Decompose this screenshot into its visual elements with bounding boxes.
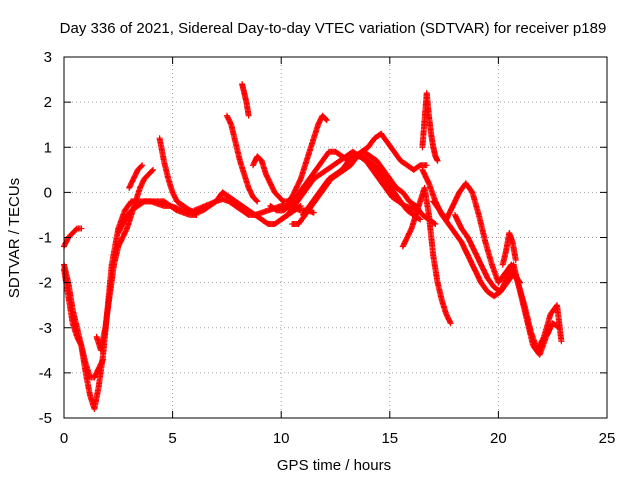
series-track-15 (299, 153, 424, 223)
series-track-16 (378, 130, 430, 173)
series-track-7 (156, 135, 200, 218)
y-tick-label: -5 (39, 410, 52, 427)
y-tick-label: 0 (44, 184, 52, 201)
series-markers (299, 153, 424, 223)
series-track-9 (223, 112, 261, 205)
axis-ticks: 0 5 10 15 20 25 -5 -4 -3 -2 -1 0 1 2 3 (39, 49, 616, 447)
y-tick-label: -1 (39, 230, 52, 247)
y-tick-label: -4 (39, 365, 52, 382)
y-tick-label: 2 (44, 94, 52, 111)
series-markers (126, 162, 146, 191)
y-tick-label: -2 (39, 275, 52, 292)
x-tick-label: 20 (490, 430, 507, 447)
series-markers (399, 184, 454, 327)
series-track-18 (399, 184, 454, 327)
series-markers (156, 135, 200, 218)
series-markers (419, 90, 441, 164)
x-tick-label: 0 (60, 430, 68, 447)
series-track-10 (239, 81, 252, 119)
x-axis-label: GPS time / hours (277, 457, 391, 474)
series-markers (499, 230, 519, 268)
series-track-17 (419, 90, 441, 164)
series-markers (239, 81, 252, 119)
series-track-6 (126, 162, 146, 191)
series-track-11 (250, 112, 330, 205)
y-tick-label: 3 (44, 49, 52, 66)
x-tick-label: 5 (168, 430, 176, 447)
x-tick-label: 15 (381, 430, 398, 447)
series-markers (223, 112, 261, 205)
series-markers (250, 112, 330, 205)
chart-title: Day 336 of 2021, Sidereal Day-to-day VTE… (60, 20, 607, 37)
y-axis-label: SDTVAR / TECUs (6, 178, 23, 298)
series-markers (378, 130, 430, 173)
y-tick-label: 1 (44, 139, 52, 156)
y-tick-label: -3 (39, 320, 52, 337)
x-tick-label: 10 (273, 430, 290, 447)
x-tick-label: 25 (599, 430, 616, 447)
series-track-22 (499, 230, 519, 268)
series-track-21 (452, 211, 563, 358)
series-markers (452, 211, 563, 358)
